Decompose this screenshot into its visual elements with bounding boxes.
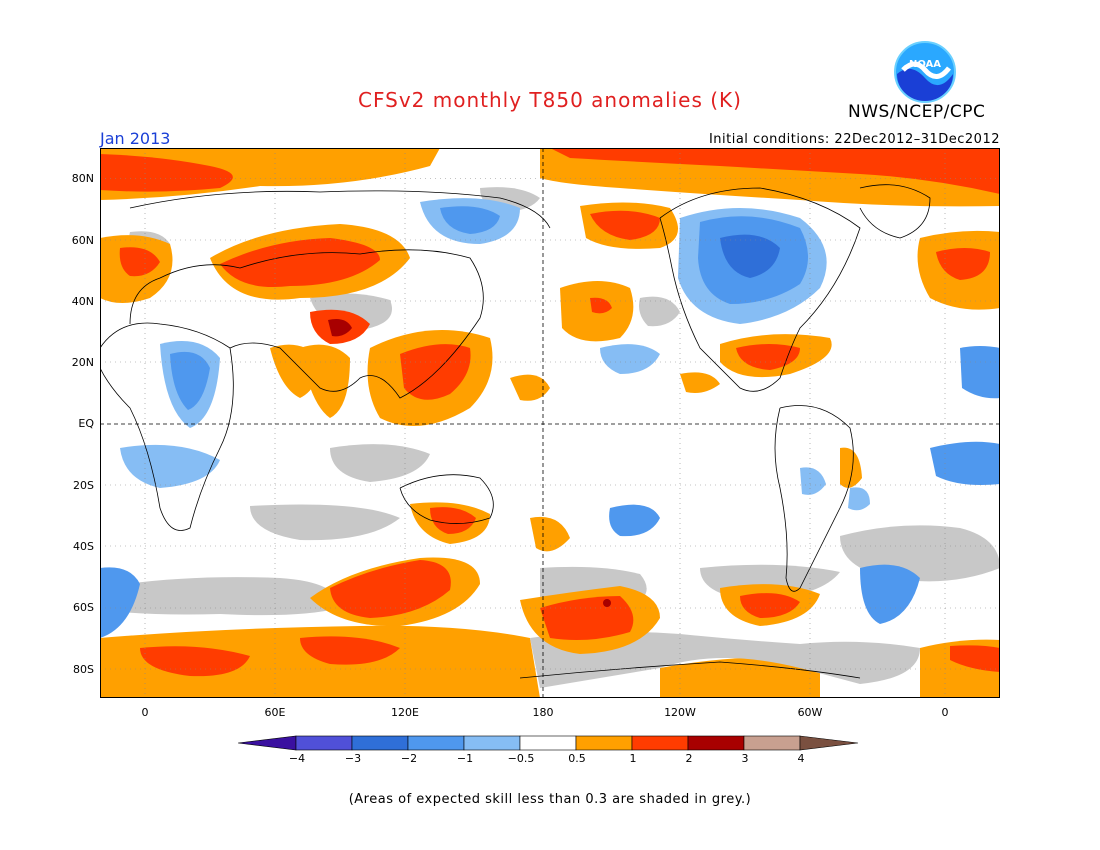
anomaly-hotspot-south-pacific — [603, 599, 611, 607]
anomaly-region-north-pacific — [510, 202, 678, 401]
lon-label: 60E — [264, 706, 286, 719]
anomaly-region-southern-ocean-red — [330, 507, 800, 640]
colorbar-label: 2 — [685, 752, 693, 765]
colorbar-label: −4 — [288, 752, 306, 765]
lon-label: 120E — [391, 706, 419, 719]
lat-label: 80N — [71, 172, 94, 185]
anomaly-region-antarctic-red — [140, 636, 1000, 677]
colorbar-segment — [743, 735, 801, 751]
colorbar-segment — [519, 735, 577, 751]
colorbar-label: −0.5 — [507, 752, 535, 765]
organization-label: NWS/NCEP/CPC — [848, 102, 986, 122]
anomaly-region-cold — [100, 198, 1000, 638]
anomaly-map — [100, 148, 1000, 698]
lat-label: 20S — [73, 479, 94, 492]
logo-lettering: NOAA — [909, 59, 941, 70]
colorbar-segment — [463, 735, 521, 751]
anomaly-region-antarctic-grey — [530, 631, 920, 688]
lat-label: 40S — [73, 540, 94, 553]
lon-label: 180 — [532, 706, 554, 719]
colorbar-segment — [687, 735, 745, 751]
initial-conditions: Initial conditions: 22Dec2012–31Dec2012 — [708, 132, 1000, 147]
map-frame — [100, 148, 1000, 698]
lat-label: 60N — [71, 234, 94, 247]
skill-footnote: (Areas of expected skill less than 0.3 a… — [348, 792, 752, 807]
lon-label: 0 — [141, 706, 149, 719]
colorbar-label: −1 — [456, 752, 474, 765]
map-title: CFSv2 monthly T850 anomalies (K) — [358, 88, 742, 112]
lon-label: 60W — [797, 706, 823, 719]
colorbar-segment — [799, 735, 859, 751]
lon-label: 120W — [664, 706, 696, 719]
colorbar-label: 3 — [741, 752, 749, 765]
colorbar-segment — [238, 735, 297, 751]
colorbar-label: −3 — [344, 752, 362, 765]
coastlines — [100, 184, 931, 679]
noaa-logo: NOAA — [894, 41, 956, 103]
colorbar-segment — [407, 735, 465, 751]
lat-label: 20N — [71, 356, 94, 369]
lon-label: 0 — [941, 706, 949, 719]
anomaly-region-arctic-red — [100, 148, 1000, 194]
colorbar-label: −2 — [400, 752, 418, 765]
lat-label: 60S — [73, 601, 94, 614]
colorbar-label: 4 — [797, 752, 805, 765]
colorbar-segment — [351, 735, 409, 751]
lat-label: EQ — [78, 417, 94, 430]
colorbar-segment — [631, 735, 689, 751]
colorbar-segment — [575, 735, 633, 751]
lat-label: 40N — [71, 295, 94, 308]
graticule — [100, 148, 1000, 698]
colorbar-label: 1 — [629, 752, 637, 765]
lat-label: 80S — [73, 663, 94, 676]
colorbar — [238, 735, 859, 751]
anomaly-region-eurasia — [100, 224, 1000, 426]
colorbar-label: 0.5 — [568, 752, 586, 765]
valid-month: Jan 2013 — [100, 129, 171, 148]
anomaly-region-gulf-of-mexico — [680, 334, 862, 488]
colorbar-segment — [295, 735, 353, 751]
